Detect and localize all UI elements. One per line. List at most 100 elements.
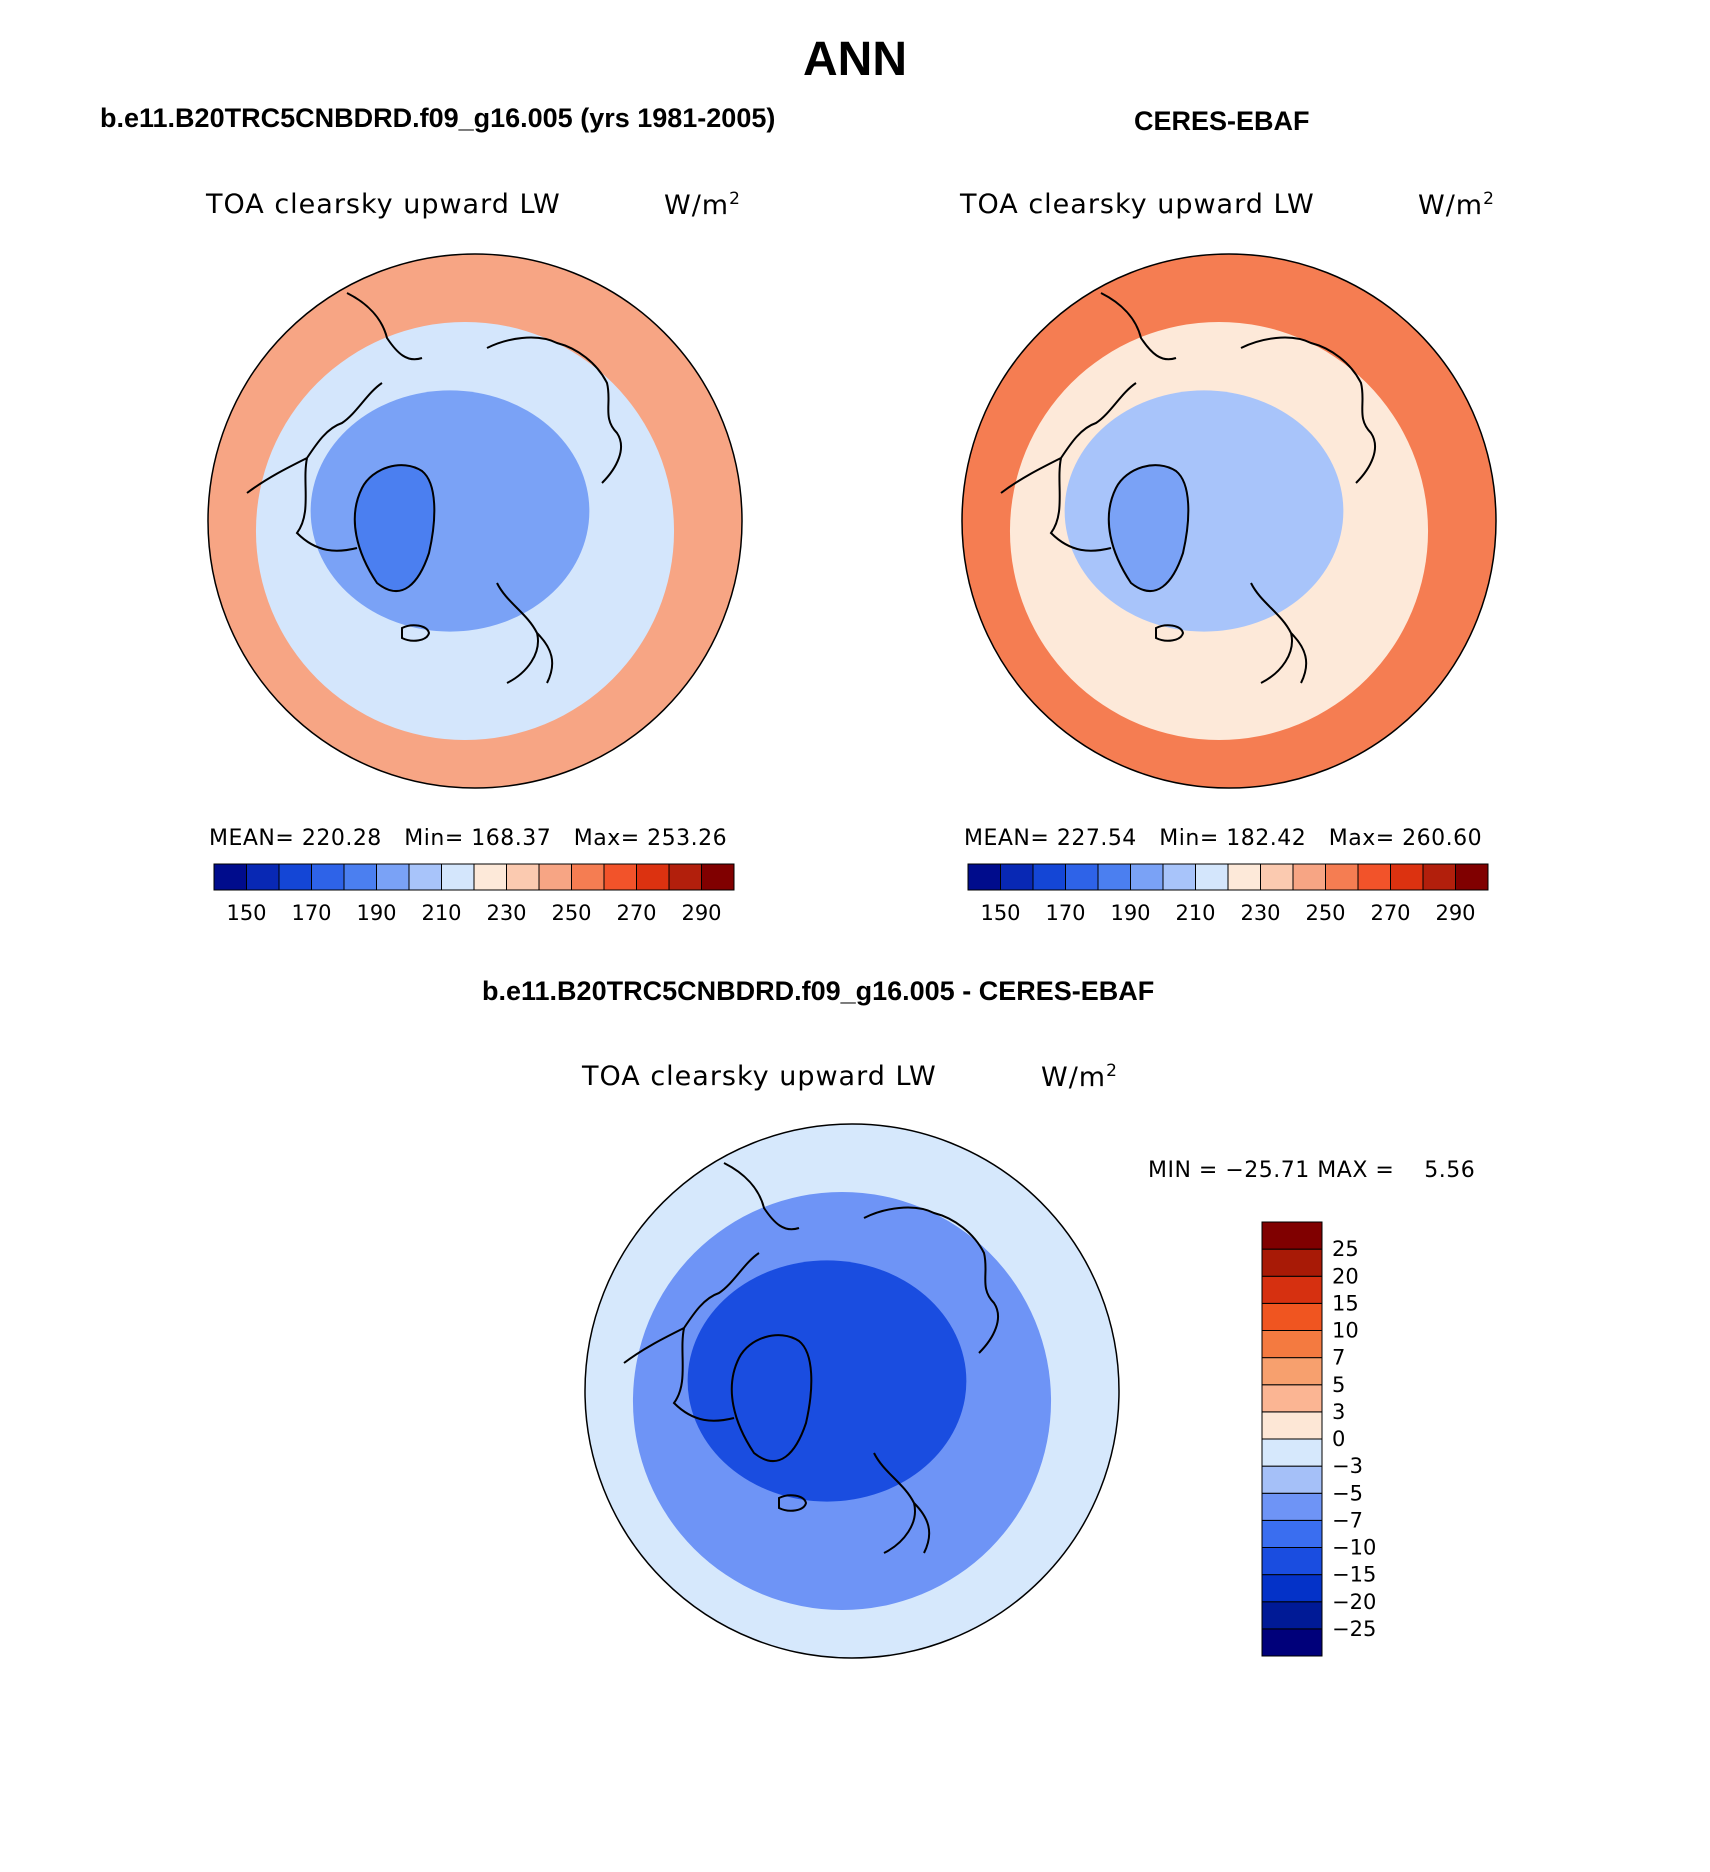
colorbar-tick-label: 5 bbox=[1332, 1373, 1345, 1397]
field-band-pole bbox=[687, 1260, 967, 1502]
colorbar-tick-label: −5 bbox=[1332, 1481, 1363, 1505]
colorbar-swatch bbox=[1261, 1275, 1323, 1304]
map-boundary bbox=[207, 253, 743, 789]
colorbar-swatch bbox=[1097, 863, 1131, 891]
colorbar-swatch bbox=[246, 863, 280, 891]
units-label-model: W/m2 bbox=[664, 189, 741, 221]
field-greenland bbox=[731, 1335, 812, 1462]
colorbar-swatch bbox=[571, 863, 605, 891]
colorbar-tick-label: 150 bbox=[226, 901, 266, 925]
colorbar-swatch bbox=[376, 863, 410, 891]
colorbar-swatch bbox=[1261, 1302, 1323, 1331]
map-boundary bbox=[584, 1123, 1120, 1659]
coastline bbox=[1155, 624, 1185, 642]
stats-obs: MEAN= 227.54 Min= 182.42 Max= 260.60 bbox=[964, 826, 1483, 851]
panel-title-model: b.e11.B20TRC5CNBDRD.f09_g16.005 (yrs 198… bbox=[100, 103, 776, 133]
colorbar-swatch bbox=[1130, 863, 1164, 891]
colorbar-swatch bbox=[441, 863, 475, 891]
coastline bbox=[486, 336, 622, 484]
colorbar-swatch bbox=[1261, 1384, 1323, 1413]
colorbar-tick-label: 25 bbox=[1332, 1237, 1359, 1261]
colorbar-tick-label: 190 bbox=[356, 901, 396, 925]
colorbar-tick-label: 270 bbox=[616, 901, 656, 925]
variable-label-diff: TOA clearsky upward LW bbox=[582, 1061, 937, 1092]
colorbar-swatch bbox=[701, 863, 735, 891]
map-svg bbox=[584, 1123, 1120, 1659]
coastline bbox=[1250, 582, 1308, 684]
colorbar-tick-label: 230 bbox=[1240, 901, 1280, 925]
colorbar-swatch bbox=[311, 863, 345, 891]
units-label-obs: W/m2 bbox=[1418, 189, 1495, 221]
colorbar-swatch bbox=[1261, 1601, 1323, 1630]
variable-label-model: TOA clearsky upward LW bbox=[206, 189, 561, 220]
colorbar-tick-label: 270 bbox=[1370, 901, 1410, 925]
colorbar-swatch bbox=[1261, 1519, 1323, 1548]
colorbar-swatch bbox=[213, 863, 247, 891]
panel-title-diff: b.e11.B20TRC5CNBDRD.f09_g16.005 - CERES-… bbox=[482, 976, 1155, 1006]
field-greenland bbox=[1108, 465, 1189, 592]
colorbar-tick-label: 7 bbox=[1332, 1346, 1345, 1370]
colorbar-swatch bbox=[1292, 863, 1326, 891]
coastline bbox=[401, 624, 431, 642]
polar-map-diff bbox=[584, 1123, 1120, 1659]
map-svg bbox=[207, 253, 743, 789]
colorbar-swatch bbox=[1357, 863, 1391, 891]
colorbar-swatch bbox=[1261, 1248, 1323, 1277]
colorbar-tick-label: 210 bbox=[421, 901, 461, 925]
coastline bbox=[1240, 336, 1376, 484]
coastline bbox=[496, 582, 554, 684]
variable-label-obs: TOA clearsky upward LW bbox=[960, 189, 1315, 220]
colorbar-tick-label: 250 bbox=[1305, 901, 1345, 925]
colorbar-swatch bbox=[1065, 863, 1099, 891]
colorbar-diff: −25 −20 −15 −10 −7 −5 −3 0 3 5 7 10 15 20 25 bbox=[1261, 1221, 1376, 1657]
colorbar-swatch bbox=[1390, 863, 1424, 891]
coastline bbox=[723, 1162, 800, 1231]
field-greenland bbox=[354, 465, 435, 592]
map-boundary bbox=[961, 253, 1497, 789]
colorbar-swatch bbox=[506, 863, 540, 891]
colorbar-model: 150 170 190 210 230 250 270 290 bbox=[213, 863, 735, 925]
stats-model: MEAN= 220.28 Min= 168.37 Max= 253.26 bbox=[209, 826, 728, 851]
coastline bbox=[623, 1252, 760, 1422]
coastline bbox=[1107, 464, 1190, 593]
colorbar-swatch bbox=[1195, 863, 1229, 891]
colorbar-swatch bbox=[1261, 1357, 1323, 1386]
colorbar-swatch bbox=[1261, 1492, 1323, 1521]
colorbar-tick-label: 290 bbox=[1435, 901, 1475, 925]
colorbar-tick-label: 0 bbox=[1332, 1427, 1345, 1451]
colorbar-swatch bbox=[1422, 863, 1456, 891]
colorbar-swatch bbox=[278, 863, 312, 891]
coastline bbox=[353, 464, 436, 593]
colorbar-swatch bbox=[603, 863, 637, 891]
map-svg bbox=[961, 253, 1497, 789]
colorbar-swatch bbox=[538, 863, 572, 891]
colorbar-tick-label: −7 bbox=[1332, 1508, 1363, 1532]
colorbar-swatch bbox=[408, 863, 442, 891]
colorbar-swatch bbox=[1261, 1330, 1323, 1359]
coastline bbox=[246, 382, 383, 552]
colorbar-tick-label: 290 bbox=[681, 901, 721, 925]
colorbar-tick-label: 10 bbox=[1332, 1319, 1359, 1343]
field-band-pole bbox=[1064, 390, 1344, 632]
colorbar-swatch bbox=[1000, 863, 1034, 891]
colorbar-swatch bbox=[1325, 863, 1359, 891]
colorbar-swatch bbox=[343, 863, 377, 891]
colorbar-tick-label: 170 bbox=[291, 901, 331, 925]
coastline bbox=[730, 1334, 813, 1463]
colorbar-swatch bbox=[1261, 1438, 1323, 1467]
colorbar-swatch bbox=[967, 863, 1001, 891]
colorbar-swatch bbox=[668, 863, 702, 891]
colorbar-swatch bbox=[1260, 863, 1294, 891]
colorbar-swatch bbox=[636, 863, 670, 891]
colorbar-swatch bbox=[1261, 1411, 1323, 1440]
colorbar-tick-label: −15 bbox=[1332, 1563, 1376, 1587]
coastline bbox=[778, 1494, 808, 1512]
colorbar-swatch bbox=[1261, 1628, 1323, 1657]
colorbar-swatch bbox=[1032, 863, 1066, 891]
colorbar-tick-label: 3 bbox=[1332, 1400, 1345, 1424]
colorbar-tick-label: 210 bbox=[1175, 901, 1215, 925]
colorbar-tick-label: −3 bbox=[1332, 1454, 1363, 1478]
coastline bbox=[863, 1206, 999, 1354]
colorbar-swatch bbox=[1261, 1221, 1323, 1250]
colorbar-swatch bbox=[1261, 1465, 1323, 1494]
